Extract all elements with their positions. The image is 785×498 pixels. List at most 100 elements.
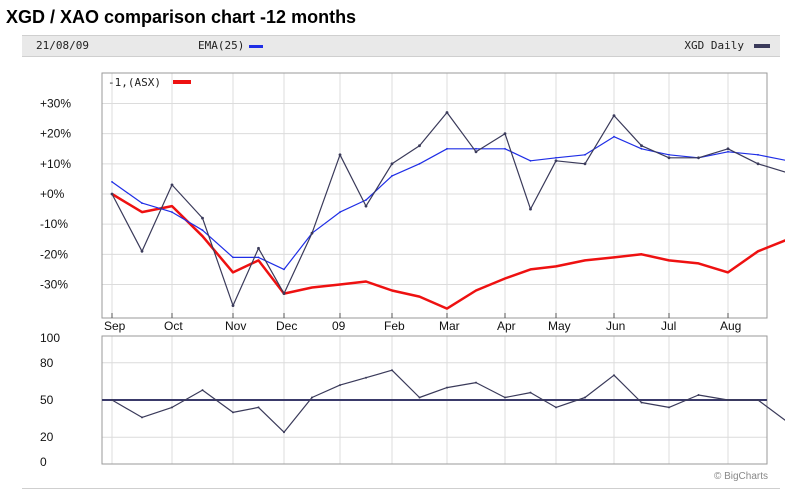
oscillator-point — [475, 381, 477, 384]
xao-point — [668, 259, 670, 262]
oscillator-point — [504, 396, 506, 399]
legend-bar: 21/08/09 EMA(25) XGD Daily — [22, 35, 780, 57]
oscillator-point — [613, 374, 615, 377]
oscillator-y-tick-label: 50 — [40, 393, 54, 407]
y-tick-labels: +30% +20% +10% +0% -10% -20% -30% — [40, 97, 71, 292]
main-panel-frame — [101, 72, 768, 319]
oscillator-point — [339, 384, 341, 387]
ema-point — [418, 162, 421, 165]
ema-point — [232, 256, 234, 259]
xgd-daily-point — [474, 150, 478, 154]
oscillator-y-tick-label: 80 — [40, 356, 54, 370]
ema-point — [171, 211, 173, 214]
oscillator-point — [257, 406, 260, 409]
xgd-daily-point — [726, 147, 730, 151]
xao-point — [365, 280, 367, 283]
x-tick-label: Jun — [606, 319, 625, 333]
xgd-daily-line — [111, 111, 785, 307]
legend-ema-label: EMA(25) — [198, 39, 245, 52]
oscillator-point — [111, 399, 113, 401]
oscillator-point — [727, 399, 729, 401]
oscillator-point — [668, 406, 670, 409]
y-tick-label: +20% — [40, 127, 71, 141]
xao-point — [201, 235, 204, 238]
x-tick-label: Dec — [276, 319, 297, 333]
oscillator-point — [391, 369, 393, 372]
ema-point — [475, 147, 477, 150]
oscillator-point — [757, 399, 759, 401]
xao-point — [727, 271, 729, 274]
x-tick-label: Nov — [225, 319, 246, 333]
xao-point — [141, 211, 143, 214]
xao-point — [418, 295, 421, 298]
xao-line — [111, 192, 785, 310]
ema-point — [640, 147, 643, 150]
bigcharts-credit: © BigCharts — [714, 471, 768, 482]
xgd-daily-point — [364, 204, 368, 208]
legend-xgd-label: XGD Daily — [684, 39, 744, 52]
y-tick-label: -10% — [40, 217, 68, 231]
xgd-daily-point — [697, 156, 700, 160]
xao-swatch-icon — [173, 80, 191, 84]
xao-point — [391, 289, 393, 292]
ema-point — [446, 147, 448, 150]
oscillator-point — [640, 401, 643, 404]
ema-point — [504, 147, 506, 150]
x-tick-label: Jul — [661, 319, 676, 333]
xgd-daily-point — [529, 207, 532, 211]
xgd-daily-point — [257, 246, 260, 250]
legend-date: 21/08/09 — [36, 39, 89, 52]
y-tick-label: +30% — [40, 97, 71, 111]
ema-point — [141, 202, 143, 205]
xgd-daily-point — [640, 144, 643, 148]
xao-point — [555, 265, 557, 268]
y-tick-label: +0% — [40, 187, 65, 201]
xao-point — [529, 268, 532, 271]
xgd-daily-point — [140, 249, 144, 253]
xao-point — [584, 259, 586, 262]
xao-point — [697, 262, 700, 265]
oscillator-y-tick-label: 100 — [40, 331, 60, 345]
ema-point — [668, 153, 670, 156]
x-tick-label: Feb — [384, 319, 405, 333]
ema-point — [111, 181, 113, 183]
xgd-daily-point — [756, 162, 760, 166]
xao-point — [257, 259, 260, 262]
y-tick-label: -30% — [40, 278, 68, 292]
ema-point — [613, 135, 615, 138]
xao-point — [232, 271, 234, 274]
oscillator-point — [141, 416, 143, 419]
oscillator-point — [697, 394, 700, 396]
xgd-daily-point — [170, 183, 174, 187]
xgd-daily-point — [612, 114, 616, 117]
ema-point — [584, 153, 586, 156]
ema-point — [391, 175, 393, 177]
ema-swatch-icon — [249, 44, 264, 48]
xgd-daily-point — [310, 231, 314, 235]
oscillator-point — [171, 406, 173, 409]
xao-point — [475, 289, 477, 292]
oscillator-point — [584, 396, 586, 399]
xao-point — [171, 205, 173, 208]
x-tick-label: Sep — [104, 319, 126, 333]
ema-point — [555, 156, 557, 159]
oscillator-point — [555, 406, 557, 409]
oscillator-point — [311, 396, 313, 399]
xgd-daily-point — [583, 162, 587, 166]
ema-point — [283, 268, 285, 271]
chart-title: XGD / XAO comparison chart -12 months — [6, 7, 357, 27]
ema-point — [339, 211, 341, 214]
xao-legend: -1,(ASX) — [108, 76, 191, 89]
x-tick-label: May — [548, 319, 571, 333]
oscillator-point — [365, 376, 367, 379]
x-tick-labels: Sep Oct Nov Dec 09 Feb Mar Apr May Jun Jul Aug — [104, 313, 741, 333]
xgd-daily-point — [110, 192, 114, 196]
legend-ema: EMA(25) — [198, 39, 264, 52]
xgd-daily-point — [445, 111, 449, 114]
xgd-daily-point — [390, 162, 394, 166]
xao-point — [339, 283, 341, 286]
oscillator-y-tick-labels: 100 80 50 20 0 — [40, 331, 60, 469]
xgd-daily-point — [554, 159, 558, 163]
ema-point — [257, 256, 260, 259]
